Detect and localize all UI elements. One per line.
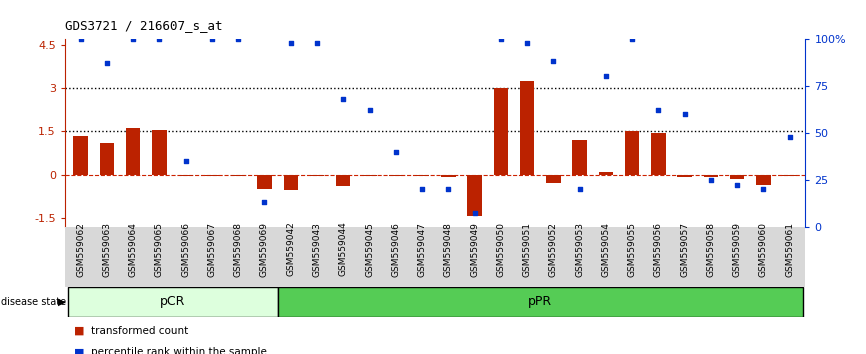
Bar	[68, 287, 278, 317]
Point	[336, 96, 350, 102]
Bar	[389, 175, 403, 176]
Bar	[730, 175, 745, 179]
Bar	[756, 175, 771, 185]
Bar	[468, 175, 481, 216]
Bar	[336, 175, 351, 186]
Point	[494, 36, 507, 42]
Point	[651, 107, 665, 113]
Bar	[152, 130, 166, 175]
Point	[678, 111, 692, 117]
Text: pPR: pPR	[528, 295, 553, 308]
Point	[257, 199, 271, 205]
Bar	[677, 175, 692, 177]
Text: ■: ■	[74, 347, 84, 354]
Point	[74, 36, 87, 42]
Bar	[651, 133, 666, 175]
Bar	[231, 175, 245, 176]
Point	[205, 36, 219, 42]
Point	[572, 186, 586, 192]
Bar	[178, 175, 193, 176]
Bar	[598, 172, 613, 175]
Point	[783, 134, 797, 139]
Bar	[625, 131, 639, 175]
Point	[546, 59, 560, 64]
Bar	[494, 88, 508, 175]
Bar	[283, 175, 298, 190]
Point	[389, 149, 403, 154]
Bar	[74, 136, 88, 175]
Bar	[546, 175, 560, 183]
Bar	[310, 175, 324, 176]
Bar	[126, 129, 140, 175]
Point	[178, 158, 192, 164]
Bar	[415, 175, 430, 176]
Point	[284, 40, 298, 46]
Text: transformed count: transformed count	[91, 326, 188, 336]
Point	[468, 211, 481, 216]
Point	[100, 61, 114, 66]
Point	[756, 186, 770, 192]
Point	[231, 36, 245, 42]
Point	[126, 36, 140, 42]
Bar	[520, 81, 534, 175]
Point	[599, 74, 613, 79]
Text: disease state: disease state	[1, 297, 66, 307]
Point	[704, 177, 718, 183]
Text: ▶: ▶	[58, 297, 66, 307]
Text: pCR: pCR	[160, 295, 185, 308]
Text: GDS3721 / 216607_s_at: GDS3721 / 216607_s_at	[65, 19, 223, 32]
Bar	[572, 140, 587, 175]
Bar	[782, 175, 797, 176]
Point	[730, 182, 744, 188]
Bar	[704, 175, 718, 177]
Point	[152, 36, 166, 42]
Bar	[204, 175, 219, 176]
Bar	[362, 175, 377, 176]
Bar	[278, 287, 803, 317]
Bar	[441, 175, 456, 177]
Text: percentile rank within the sample: percentile rank within the sample	[91, 347, 267, 354]
Point	[625, 36, 639, 42]
Point	[520, 40, 534, 46]
Text: ■: ■	[74, 326, 84, 336]
Point	[415, 186, 429, 192]
Point	[442, 186, 456, 192]
Bar	[257, 175, 272, 189]
Bar	[100, 143, 114, 175]
Point	[310, 40, 324, 46]
Point	[363, 107, 377, 113]
